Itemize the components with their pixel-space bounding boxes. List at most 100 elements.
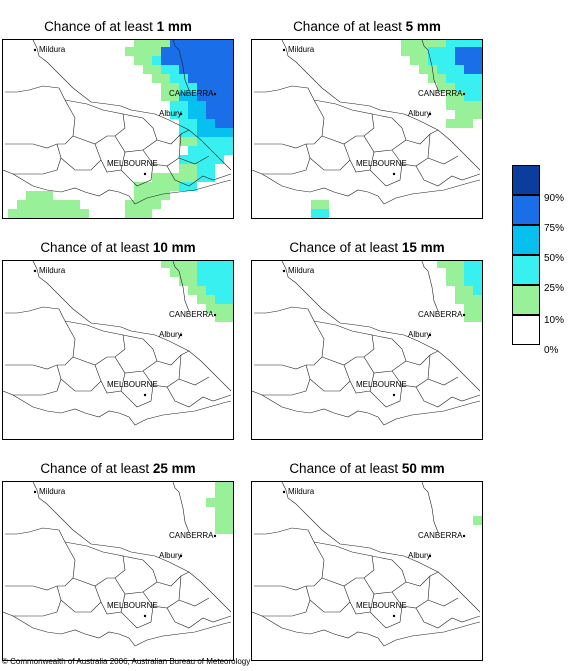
shading-cell — [473, 295, 482, 304]
boundary-line — [3, 611, 232, 647]
boundary-line — [114, 555, 158, 595]
shading-cell — [188, 286, 197, 295]
shading-cell — [464, 268, 473, 277]
shading-cell — [215, 74, 224, 83]
shading-cell — [464, 40, 473, 47]
mildura-marker — [282, 48, 286, 52]
shading-cell — [197, 146, 206, 155]
shading-cell — [215, 286, 224, 295]
shading-cell — [179, 182, 188, 191]
shading-cell — [224, 498, 233, 507]
shading-cell — [224, 286, 233, 295]
boundary-line — [172, 261, 190, 312]
shading-cell — [473, 56, 482, 65]
shading-cell — [473, 40, 482, 47]
mildura-label: Mildura — [39, 487, 66, 496]
boundary-line — [172, 40, 190, 91]
shading-cell — [44, 191, 53, 200]
legend-label-90: 90% — [544, 193, 565, 204]
shading-cells — [437, 261, 482, 322]
shading-cell — [215, 498, 224, 507]
shading-cell — [206, 47, 215, 56]
shading-cell — [464, 261, 473, 268]
shading-cell — [152, 56, 161, 65]
boundary-line — [415, 607, 481, 629]
shading-cell — [188, 40, 197, 47]
shading-cell — [473, 516, 482, 525]
shading-cell — [473, 65, 482, 74]
shading-cell — [179, 92, 188, 101]
boundary-line — [156, 571, 190, 587]
melbourne-label: MELBOURNE — [356, 159, 407, 168]
probability-map: Mildura CANBERRA Albury MELBOURNE — [252, 40, 482, 218]
boundary-line — [5, 85, 76, 149]
shading-cell — [464, 286, 473, 295]
albury-marker — [428, 112, 432, 116]
shading-cell — [143, 191, 152, 200]
shading-cell — [188, 119, 197, 128]
shading-cell — [455, 83, 464, 92]
shading-cell — [455, 277, 464, 286]
shading-cell — [473, 277, 482, 286]
mildura-label: Mildura — [39, 45, 66, 54]
legend-swatch-25 — [512, 255, 540, 285]
shading-cell — [215, 482, 224, 489]
shading-cell — [197, 261, 206, 268]
shading-cell — [188, 164, 197, 173]
shading-cell — [161, 74, 170, 83]
boundary-line — [13, 143, 62, 175]
boundary-line — [281, 261, 481, 392]
shading-cell — [215, 128, 224, 137]
legend-label-25: 25% — [544, 283, 565, 294]
shading-cells — [8, 40, 233, 218]
shading-cell — [125, 200, 134, 209]
shading-cell — [179, 101, 188, 110]
boundary-line — [369, 605, 403, 629]
canberra-marker — [462, 92, 466, 96]
shading-cell — [206, 110, 215, 119]
shading-cell — [215, 56, 224, 65]
shading-cell — [455, 56, 464, 65]
boundary-line — [281, 40, 481, 171]
shading-cell — [224, 261, 233, 268]
boundary-line — [252, 169, 481, 205]
shading-cell — [206, 92, 215, 101]
map-frame: Mildura CANBERRA Albury MELBOURNE — [2, 481, 234, 661]
shading-cell — [35, 200, 44, 209]
shading-cell — [161, 40, 170, 47]
shading-cell — [188, 74, 197, 83]
legend-swatch-90 — [512, 165, 540, 195]
shading-cell — [188, 268, 197, 277]
boundary-line — [309, 143, 351, 171]
shading-cell — [215, 146, 224, 155]
shading-cell — [215, 137, 224, 146]
albury-label: Albury — [159, 109, 182, 118]
shading-cell — [152, 65, 161, 74]
shading-cell — [473, 313, 482, 322]
shading-cell — [44, 209, 53, 218]
canberra-label: CANBERRA — [169, 89, 214, 98]
shading-cell — [215, 101, 224, 110]
shading-cell — [464, 295, 473, 304]
shading-cell — [215, 277, 224, 286]
shading-cell — [161, 173, 170, 182]
boundary-line — [32, 40, 232, 171]
shading-cell — [53, 209, 62, 218]
boundary-line — [363, 334, 407, 374]
shading-cell — [197, 277, 206, 286]
shading-cell — [35, 191, 44, 200]
shading-cell — [446, 101, 455, 110]
shading-cell — [170, 173, 179, 182]
shading-cell — [428, 56, 437, 65]
boundary-line — [252, 390, 481, 426]
shading-cell — [437, 74, 446, 83]
panel-title: Chance of at least 15 mm — [289, 240, 445, 255]
boundary-line — [178, 597, 210, 607]
mildura-marker — [33, 269, 37, 273]
shading-cell — [473, 83, 482, 92]
boundary-line — [313, 320, 375, 366]
copyright-notice: © Commonwealth of Australia 2006, Austra… — [2, 657, 251, 666]
shading-cell — [464, 101, 473, 110]
shading-cell — [224, 489, 233, 498]
shading-cell — [455, 110, 464, 119]
